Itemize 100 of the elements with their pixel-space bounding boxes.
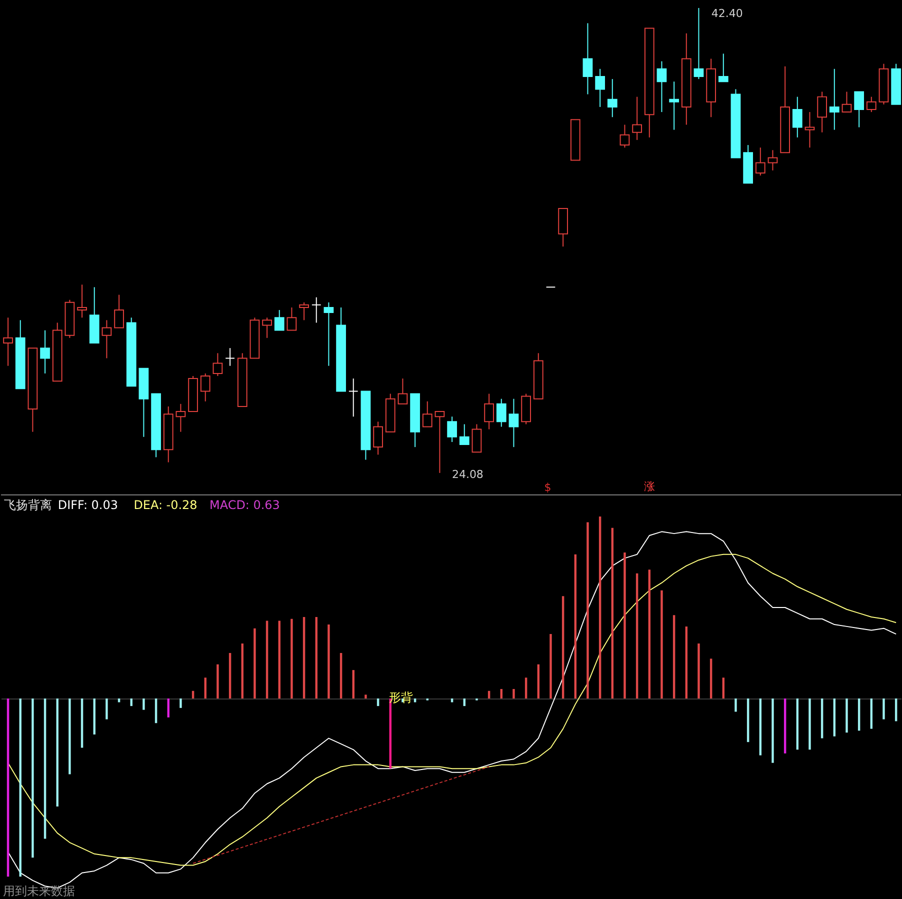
bar bbox=[463, 698, 466, 706]
bar bbox=[574, 554, 576, 698]
candlestick bbox=[866, 96, 876, 113]
bar bbox=[734, 698, 737, 712]
candlestick bbox=[459, 424, 470, 446]
text: $ bbox=[544, 480, 552, 494]
candlestick bbox=[434, 411, 445, 474]
bar bbox=[216, 664, 219, 698]
bar bbox=[598, 516, 602, 698]
bar bbox=[352, 670, 354, 698]
annotation: 24.08 bbox=[452, 468, 484, 481]
candlestick bbox=[607, 78, 618, 118]
bar bbox=[784, 698, 786, 754]
candlestick bbox=[595, 68, 605, 108]
bar bbox=[524, 678, 528, 698]
bar bbox=[796, 698, 799, 750]
bar bbox=[500, 688, 502, 698]
bar bbox=[241, 644, 244, 698]
candlestick bbox=[225, 348, 235, 366]
candlestick bbox=[348, 378, 358, 418]
bar bbox=[228, 652, 232, 698]
bar bbox=[672, 615, 676, 698]
candlestick bbox=[669, 81, 679, 130]
bar bbox=[759, 698, 762, 756]
candlestick bbox=[632, 96, 642, 140]
annotation: 形背 bbox=[389, 690, 414, 704]
bar bbox=[636, 573, 638, 698]
bar bbox=[167, 698, 170, 718]
bar bbox=[450, 698, 454, 702]
candlestick bbox=[373, 421, 383, 456]
bar bbox=[315, 616, 318, 698]
bar bbox=[550, 634, 552, 698]
candlestick bbox=[422, 400, 432, 428]
bar bbox=[648, 570, 650, 698]
bar bbox=[340, 652, 342, 698]
bar bbox=[19, 698, 22, 877]
candlestick bbox=[40, 330, 50, 374]
candlestick bbox=[311, 296, 322, 324]
bar bbox=[512, 688, 515, 698]
bar bbox=[660, 590, 663, 698]
bar bbox=[192, 690, 194, 698]
bar bbox=[130, 698, 132, 706]
candlestick bbox=[472, 424, 482, 453]
bar bbox=[537, 664, 540, 698]
bar bbox=[376, 698, 380, 706]
bar bbox=[624, 552, 626, 698]
chart-title: 飞扬背离 bbox=[4, 498, 52, 512]
bar bbox=[722, 678, 725, 698]
candlestick bbox=[508, 398, 519, 448]
candlestick bbox=[804, 112, 815, 148]
candlestick bbox=[829, 68, 840, 130]
candlestick bbox=[447, 416, 457, 442]
candlestick bbox=[817, 91, 828, 133]
annotation: 用到未来数据 bbox=[2, 884, 75, 898]
candlestick bbox=[114, 294, 124, 328]
bar bbox=[142, 698, 145, 710]
candlestick bbox=[262, 317, 272, 338]
bar bbox=[685, 626, 688, 698]
bar bbox=[118, 698, 120, 702]
bar bbox=[710, 658, 712, 698]
candlestick bbox=[755, 147, 766, 176]
bar bbox=[44, 698, 46, 839]
bar bbox=[56, 698, 58, 807]
bar bbox=[698, 644, 700, 698]
bar bbox=[808, 698, 811, 750]
candlestick bbox=[176, 403, 186, 432]
candlestick bbox=[496, 398, 506, 428]
bar bbox=[488, 690, 490, 698]
candlestick bbox=[102, 320, 112, 359]
candlestick bbox=[324, 302, 334, 366]
bar bbox=[586, 522, 589, 698]
bar bbox=[204, 678, 206, 698]
text: 涨 bbox=[644, 480, 656, 493]
bar bbox=[290, 618, 293, 698]
bar bbox=[846, 698, 848, 733]
bar bbox=[611, 528, 614, 698]
bar bbox=[562, 596, 564, 698]
bar bbox=[858, 698, 860, 731]
candlestick bbox=[286, 306, 297, 331]
candlestick bbox=[3, 317, 13, 366]
candlestick bbox=[200, 372, 210, 402]
bar bbox=[254, 628, 256, 698]
candlestick bbox=[582, 22, 593, 95]
candlestick bbox=[656, 60, 667, 113]
annotation: 42.40 bbox=[711, 6, 743, 20]
candlestick bbox=[718, 53, 728, 82]
bar bbox=[820, 698, 824, 738]
text: DIFF: 0.03 bbox=[58, 498, 118, 512]
bar bbox=[93, 698, 96, 734]
candlestick bbox=[768, 150, 778, 171]
bar bbox=[106, 698, 108, 720]
candlestick bbox=[484, 393, 494, 430]
candlestick bbox=[694, 7, 704, 80]
bar bbox=[833, 698, 836, 736]
bar bbox=[746, 698, 750, 742]
bar bbox=[6, 698, 10, 877]
bar bbox=[772, 698, 774, 763]
bar bbox=[278, 620, 280, 698]
candlestick bbox=[299, 302, 309, 321]
bar bbox=[302, 616, 306, 698]
